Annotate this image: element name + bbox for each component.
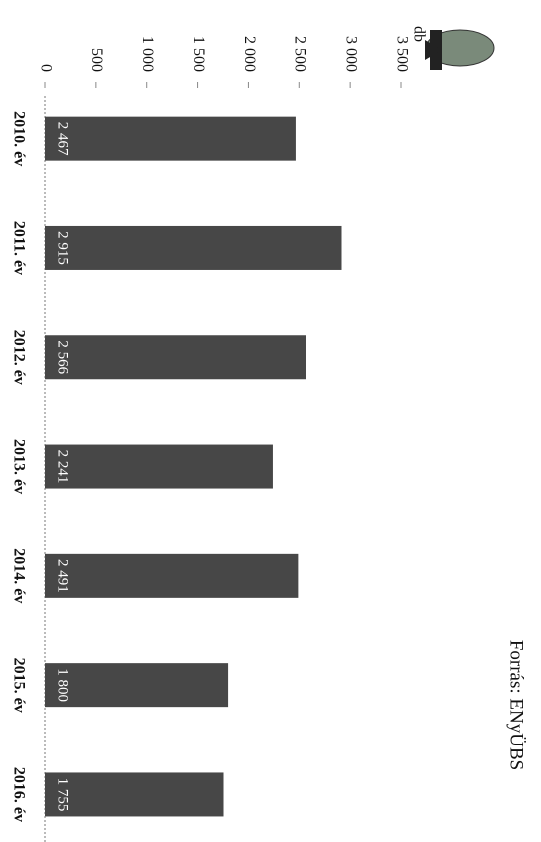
data-label: 1 755	[55, 778, 71, 812]
data-label: 2 241	[55, 450, 71, 484]
x-tick-label: 2012. év	[10, 330, 27, 385]
y-tick-label: 2 500	[292, 36, 309, 72]
bar	[45, 116, 296, 161]
y-tick-label: 0	[37, 64, 54, 72]
y-tick-label: 500	[88, 48, 105, 72]
y-tick-label: 2 000	[241, 36, 258, 72]
bar	[45, 663, 229, 708]
bar	[45, 335, 306, 380]
logo	[425, 29, 495, 70]
data-label: 1 800	[55, 668, 71, 702]
data-label: 2 915	[55, 231, 71, 265]
bar	[45, 553, 299, 598]
x-tick-label: 2015. év	[10, 658, 27, 713]
bar	[45, 772, 224, 817]
y-tick-label: 1 500	[190, 36, 207, 72]
bar	[45, 444, 273, 489]
data-label: 2 467	[55, 122, 71, 156]
x-tick-label: 2011. év	[10, 221, 27, 275]
x-tick-label: 2013. év	[10, 439, 27, 494]
x-tick-label: 2014. év	[10, 548, 27, 603]
data-label: 2 491	[55, 559, 71, 593]
bar	[45, 225, 342, 270]
y-tick-label: 3 000	[342, 36, 359, 72]
x-tick-label: 2010. év	[10, 111, 27, 166]
x-tick-label: 2016. év	[10, 767, 27, 822]
y-tick-label: 1 000	[139, 36, 156, 72]
source: Forrás: ENyÜBS	[506, 640, 527, 770]
data-label: 2 566	[55, 340, 71, 374]
y-tick-label: 3 500	[393, 36, 410, 72]
y-axis-label: db	[410, 26, 427, 42]
